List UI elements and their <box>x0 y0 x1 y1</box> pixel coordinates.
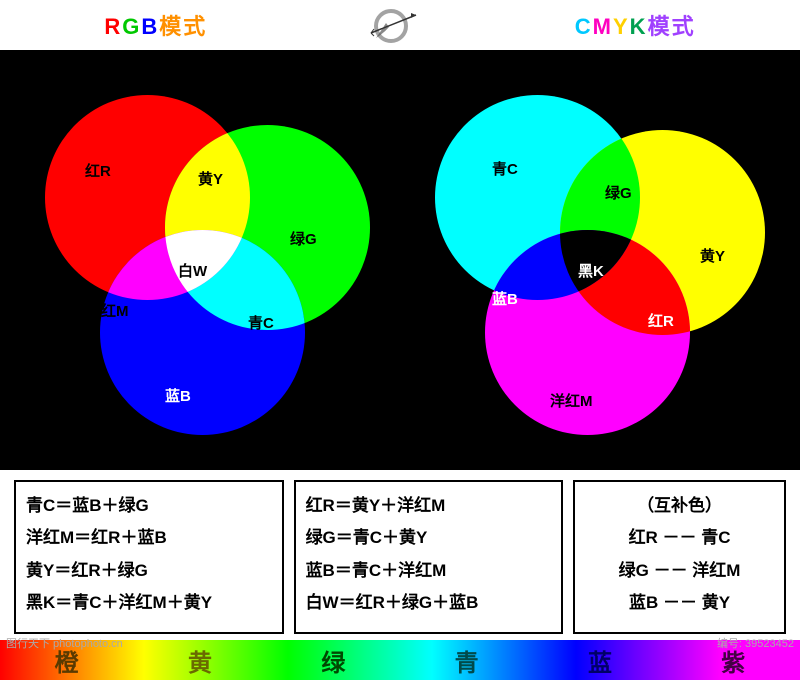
venn-label: 洋红M <box>86 300 129 321</box>
watermark-left: 图行天下 photophoto.cn <box>6 635 123 651</box>
header: RGB模式 CMYK模式 <box>0 0 800 50</box>
venn-label: 红R <box>648 310 674 331</box>
title-letter: 式 <box>183 9 207 41</box>
spectrum-label: 青 <box>455 643 479 678</box>
formula-box-complementary: （互补色）红R －－ 青C绿G －－ 洋红M蓝B －－ 黄Y <box>573 480 786 634</box>
venn-label: 绿G <box>605 182 632 203</box>
venn-label: 黄Y <box>198 168 223 189</box>
venn-stage: 红R 黄Y 绿G 白W 洋红M 青C 蓝B 青C 绿G 黄Y 黑K 蓝B 红R 洋红M <box>0 50 800 470</box>
spectrum-label: 蓝 <box>588 643 612 678</box>
panel-cmyk: 青C 绿G 黄Y 黑K 蓝B 红R 洋红M <box>400 50 800 470</box>
title-letter: Y <box>613 14 630 40</box>
formula-line: 黑K＝青C＋洋红M＋黄Y <box>26 587 272 619</box>
title-letter: B <box>141 14 159 40</box>
title-letter: 式 <box>672 9 696 41</box>
formula-line: 洋红M＝红R＋蓝B <box>26 522 272 554</box>
title-letter: 模 <box>159 9 183 41</box>
formula-line: 红R＝黄Y＋洋红M <box>306 490 552 522</box>
venn-label: 黄Y <box>700 245 725 266</box>
title-letter: C <box>575 14 593 40</box>
title-letter: K <box>630 14 648 40</box>
complementary-title: （互补色） <box>585 490 774 522</box>
title-letter: 模 <box>648 9 672 41</box>
venn-label: 青C <box>248 312 274 333</box>
panel-rgb: 红R 黄Y 绿G 白W 洋红M 青C 蓝B <box>0 50 400 470</box>
spectrum-label: 绿 <box>321 643 345 678</box>
title-rgb: RGB模式 <box>104 9 207 41</box>
formula-line: 绿G＝青C＋黄Y <box>306 522 552 554</box>
title-letter: R <box>104 14 122 40</box>
formula-line: 蓝B －－ 黄Y <box>585 587 774 619</box>
logo-ink <box>356 3 426 48</box>
title-letter: M <box>593 14 613 40</box>
title-cmyk: CMYK模式 <box>575 9 696 41</box>
venn-label: 蓝B <box>165 385 191 406</box>
venn-label: 蓝B <box>492 288 518 309</box>
venn-label: 白W <box>178 260 207 281</box>
venn-label: 黑K <box>578 260 604 281</box>
formula-line: 绿G －－ 洋红M <box>585 555 774 587</box>
venn-label: 青C <box>492 158 518 179</box>
watermark-right: 编号: 39523452 <box>717 635 794 651</box>
formula-line: 白W＝红R＋绿G＋蓝B <box>306 587 552 619</box>
formula-box-rgb-mix: 青C＝蓝B＋绿G洋红M＝红R＋蓝B黄Y＝红R＋绿G黑K＝青C＋洋红M＋黄Y <box>14 480 284 634</box>
venn-label: 红R <box>85 160 111 181</box>
formula-line: 蓝B＝青C＋洋红M <box>306 555 552 587</box>
title-letter: G <box>122 14 141 40</box>
formula-row: 青C＝蓝B＋绿G洋红M＝红R＋蓝B黄Y＝红R＋绿G黑K＝青C＋洋红M＋黄Y 红R… <box>0 470 800 640</box>
formula-line: 红R －－ 青C <box>585 522 774 554</box>
spectrum-label: 黄 <box>188 643 212 678</box>
formula-line: 青C＝蓝B＋绿G <box>26 490 272 522</box>
formula-line: 黄Y＝红R＋绿G <box>26 555 272 587</box>
formula-box-cmyk-mix: 红R＝黄Y＋洋红M绿G＝青C＋黄Y蓝B＝青C＋洋红M白W＝红R＋绿G＋蓝B <box>294 480 564 634</box>
venn-label: 绿G <box>290 228 317 249</box>
venn-label: 洋红M <box>550 390 593 411</box>
